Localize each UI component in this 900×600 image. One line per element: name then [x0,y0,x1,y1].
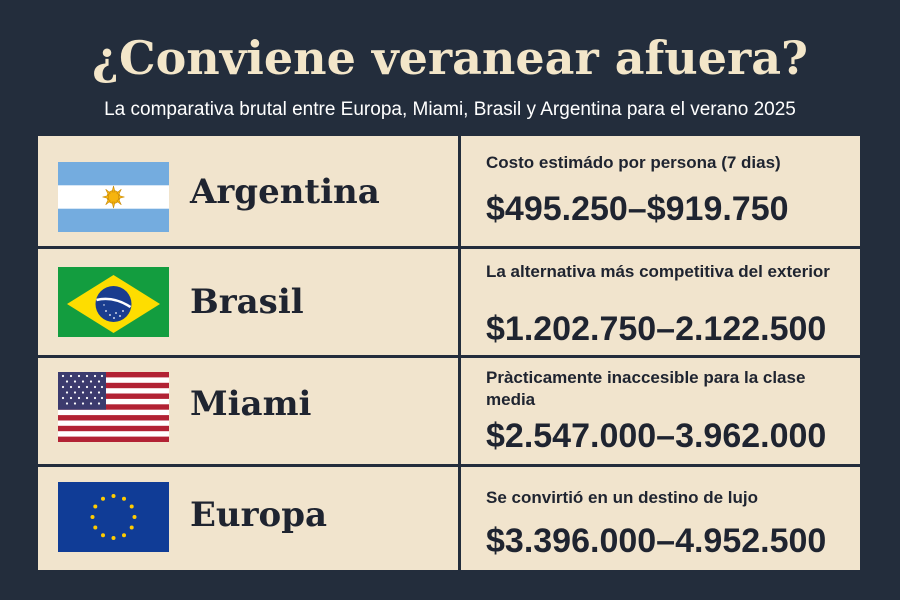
column-divider [458,136,461,570]
price-range: $495.250–$919.750 [486,190,789,228]
eu-flag-icon [58,482,169,552]
row-divider [38,355,860,358]
country-note: Pràcticamente inaccesible para la clase … [486,368,806,409]
country-name: Europa [190,495,328,535]
row-europa: Europa Se convirtió en un destino de luj… [38,467,860,573]
row-argentina: Argentina Costo estimádo por persona (7 … [38,136,860,242]
usa-flag-icon [58,372,169,442]
country-name: Miami [190,384,312,424]
country-note: La alternativa más competitiva del exter… [486,262,830,281]
price-range: $3.396.000–4.952.500 [486,522,827,560]
page-subtitle: La comparativa brutal entre Europa, Miam… [104,99,796,120]
comparison-table: Argentina Costo estimádo por persona (7 … [38,136,860,570]
country-note: Costo estimádo por persona (7 dias) [486,153,781,172]
argentina-flag-icon [58,162,169,232]
price-range: $2.547.000–3.962.000 [486,417,827,455]
row-brasil: Brasil La alternativa más competitiva de… [38,249,860,355]
brazil-flag-icon [58,267,169,337]
country-note: Se convirtió en un destino de lujo [486,488,759,507]
page-title: ¿Conviene veranear afuera? [92,31,808,85]
price-range: $1.202.750–2.122.500 [486,310,827,348]
country-name: Argentina [190,172,380,212]
country-name: Brasil [190,282,304,322]
row-miami: Miami Pràcticamente inaccesible para la … [38,358,860,464]
row-divider [38,464,860,467]
row-divider [38,246,860,249]
